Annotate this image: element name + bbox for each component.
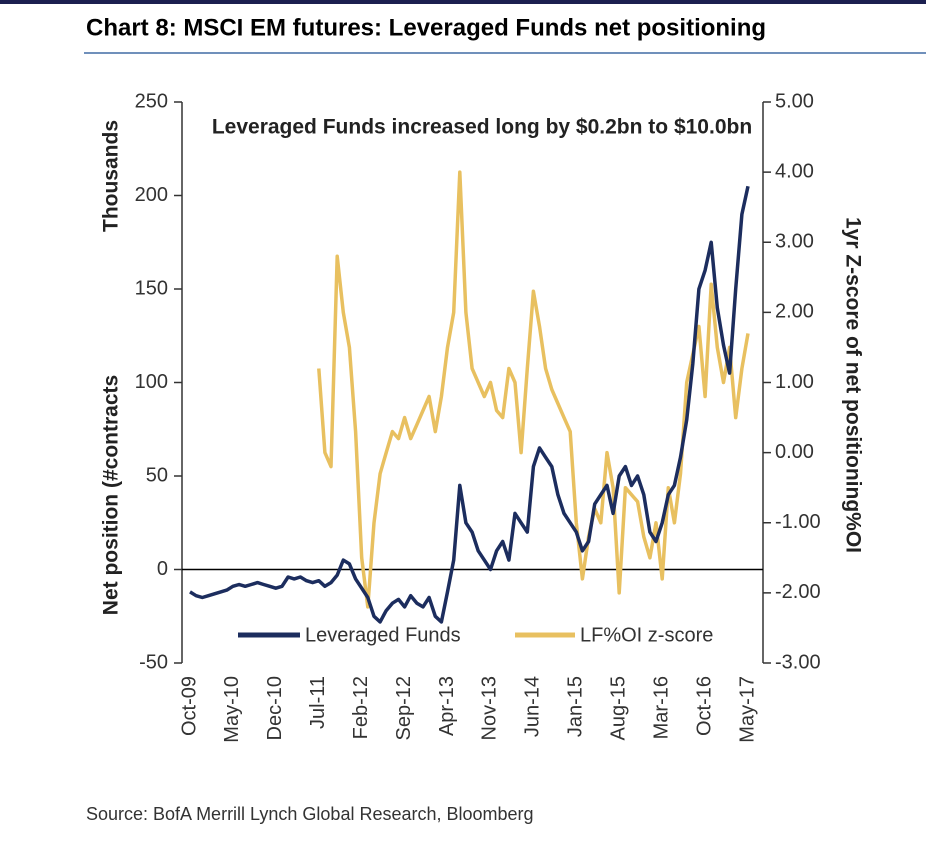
- x-tick-label: Jan-15: [565, 676, 587, 737]
- y-tick-label: -50: [139, 651, 168, 673]
- x-tick-label: May-10: [221, 676, 243, 743]
- y2-tick-label: 4.00: [775, 160, 814, 182]
- legend-label: Leveraged Funds: [305, 624, 461, 646]
- x-tick-label: Dec-10: [264, 676, 286, 740]
- x-tick-label: Oct-16: [693, 676, 715, 736]
- y-tick-label: 250: [135, 90, 168, 112]
- y2-tick-label: -3.00: [775, 651, 821, 673]
- annotation: Leveraged Funds increased long by $0.2bn…: [212, 116, 752, 139]
- y2-tick-label: 1.00: [775, 371, 814, 393]
- y2-tick-label: 5.00: [775, 90, 814, 112]
- x-tick-label: Mar-16: [650, 676, 672, 739]
- y-axis-unit: Thousands: [100, 120, 123, 232]
- y2-axis-title: 1yr Z-score of net positioning%OI: [841, 217, 864, 553]
- x-tick-label: Sep-12: [393, 676, 415, 741]
- x-tick-label: Oct-09: [178, 676, 200, 736]
- y2-tick-label: 2.00: [775, 301, 814, 323]
- y-tick-label: 200: [135, 184, 168, 206]
- y2-tick-label: -1.00: [775, 511, 821, 533]
- y-tick-label: 100: [135, 371, 168, 393]
- y-tick-label: 150: [135, 277, 168, 299]
- y-tick-label: 0: [157, 558, 168, 580]
- x-tick-label: Apr-13: [436, 676, 458, 736]
- series-line: [189, 185, 750, 624]
- series-line: [317, 170, 750, 609]
- x-tick-label: Feb-12: [350, 676, 372, 739]
- source: Source: BofA Merrill Lynch Global Resear…: [86, 804, 534, 824]
- y2-tick-label: -2.00: [775, 581, 821, 603]
- x-tick-label: Jul-11: [307, 676, 329, 729]
- y2-tick-label: 3.00: [775, 231, 814, 253]
- x-tick-label: Jun-14: [522, 676, 544, 737]
- y-axis-title: Net position (#contracts: [100, 375, 123, 615]
- x-tick-label: Aug-15: [608, 676, 630, 741]
- legend-label: LF%OI z-score: [580, 624, 713, 646]
- x-tick-label: Nov-13: [479, 676, 501, 740]
- x-tick-label: May-17: [736, 676, 758, 743]
- y2-tick-label: 0.00: [775, 441, 814, 463]
- y-tick-label: 50: [146, 464, 168, 486]
- top-border: [0, 0, 926, 4]
- chart-title: Chart 8: MSCI EM futures: Leveraged Fund…: [86, 14, 766, 41]
